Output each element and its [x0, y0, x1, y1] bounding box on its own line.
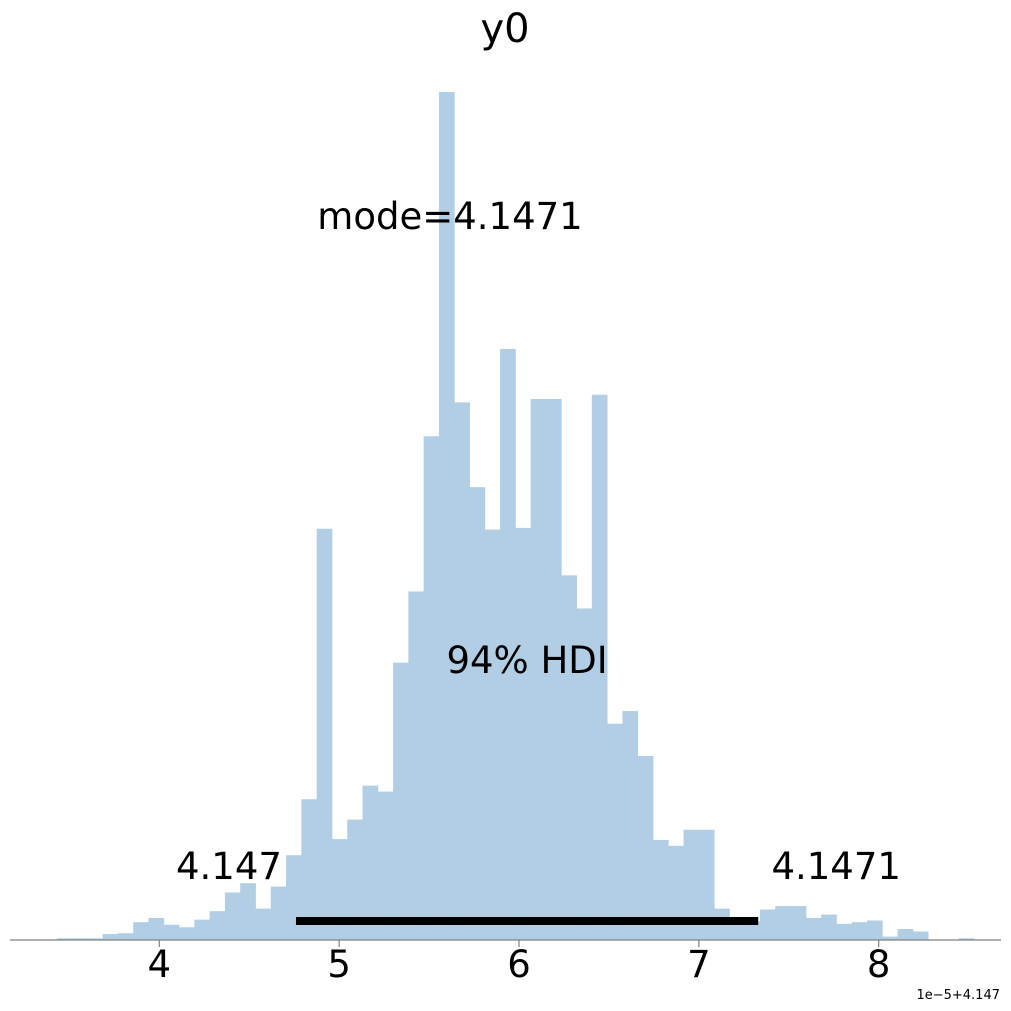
- histogram-bar: [87, 938, 104, 940]
- histogram-bar: [438, 92, 455, 940]
- histogram-bar: [545, 398, 562, 940]
- x-tick-label: 7: [687, 943, 711, 986]
- histogram-bar: [958, 938, 975, 940]
- hdi-lower-label: 4.147: [176, 845, 282, 888]
- x-axis-ticks: 4 5 6 7 8: [148, 940, 891, 986]
- histogram-bar: [897, 928, 914, 940]
- histogram-bar: [423, 436, 440, 940]
- histogram-bar: [270, 886, 287, 940]
- histogram-bar: [56, 938, 73, 940]
- histogram-bar: [637, 755, 654, 940]
- histogram-bar: [72, 938, 88, 940]
- x-tick-label: 8: [867, 943, 891, 986]
- histogram-bar: [576, 608, 593, 940]
- histogram-bar: [698, 829, 715, 940]
- histogram-bars: [56, 92, 975, 941]
- axis-offset-label: 1e−5+4.147: [916, 988, 1000, 1003]
- histogram-bar: [867, 920, 883, 940]
- histogram-bar: [882, 936, 898, 940]
- histogram-bar: [912, 931, 929, 940]
- histogram-bar: [744, 921, 761, 940]
- histogram-bar: [316, 528, 333, 940]
- histogram-bar: [209, 911, 226, 940]
- histogram-bar: [347, 819, 363, 940]
- histogram-bar: [805, 917, 822, 940]
- histogram-bar: [331, 839, 348, 940]
- histogram-bar: [790, 906, 807, 940]
- hdi-label: 94% HDI: [446, 639, 607, 682]
- histogram-bar: [652, 839, 669, 940]
- histogram-bar: [224, 892, 241, 940]
- histogram-bar: [148, 917, 165, 940]
- histogram-bar: [775, 906, 791, 940]
- mode-label: mode=4.1471: [317, 195, 582, 238]
- x-tick-label: 5: [327, 943, 351, 986]
- histogram-bar: [179, 927, 195, 940]
- x-tick-label: 6: [507, 943, 531, 986]
- histogram-bar: [851, 922, 868, 940]
- hdi-upper-label: 4.1471: [771, 845, 900, 888]
- x-tick-label: 4: [148, 943, 172, 986]
- histogram-bar: [393, 662, 409, 940]
- histogram-bar: [683, 829, 700, 940]
- histogram-bar: [102, 934, 119, 940]
- histogram-bar: [301, 799, 318, 940]
- histogram-bar: [240, 883, 256, 940]
- histogram-bar: [469, 487, 486, 940]
- histogram-bar: [163, 924, 180, 940]
- hdi-interval-bar: [295, 917, 759, 925]
- histogram-bar: [377, 791, 394, 940]
- histogram-bar: [607, 723, 623, 940]
- histogram-bar: [484, 529, 501, 940]
- histogram-bar: [133, 922, 149, 940]
- histogram-bar: [759, 909, 776, 940]
- histogram-bar: [668, 845, 684, 940]
- histogram-bar: [515, 527, 532, 940]
- histogram-bar: [255, 908, 272, 940]
- histogram-bar: [500, 348, 516, 941]
- histogram-bar: [622, 711, 639, 940]
- histogram-bar: [561, 575, 577, 940]
- histogram-bar: [591, 394, 608, 941]
- histogram-bar: [286, 855, 302, 940]
- histogram-bar: [408, 591, 425, 940]
- histogram-bar: [194, 919, 211, 940]
- histogram-bar: [836, 923, 853, 940]
- histogram-bar: [117, 933, 134, 940]
- histogram-bar: [454, 402, 470, 940]
- histogram-bar: [821, 914, 837, 940]
- histogram-bar: [530, 398, 547, 940]
- histogram-bar: [362, 785, 379, 940]
- chart-title: y0: [480, 6, 529, 52]
